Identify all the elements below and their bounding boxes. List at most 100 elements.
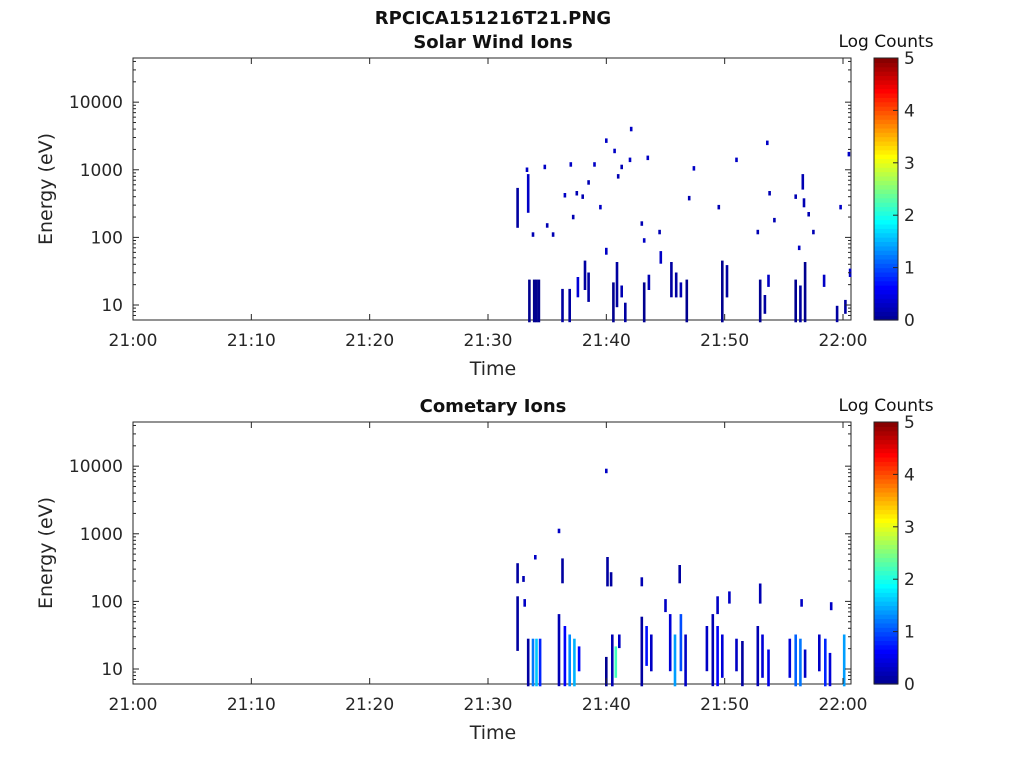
colorbar-segment [874,197,898,203]
colorbar-segment [874,154,898,160]
data-cell [803,262,807,323]
data-cell [794,194,797,199]
data-cell [615,262,619,308]
solar-wind-y-axis-label: Energy (eV) [35,133,57,245]
data-cell [577,646,581,672]
colorbar-segment [874,254,898,260]
data-cell [756,229,760,235]
x-tick-label: 22:00 [819,695,868,715]
data-cell [612,282,615,323]
data-cell [705,626,709,672]
solar-wind-panel: Solar Wind Ions Log Counts Time Energy (… [35,32,934,380]
data-cell [583,260,587,290]
colorbar-segment [874,631,898,637]
data-cell [687,195,691,201]
colorbar-segment [874,544,898,550]
colorbar-segment [874,504,898,510]
data-cell [679,282,683,298]
data-cell [516,187,519,228]
colorbar-segment [874,561,898,567]
data-cell [581,194,584,199]
colorbar-segment [874,491,898,497]
colorbar-segment [874,435,898,441]
colorbar-segment [874,92,898,98]
colorbar-tick-label: 0 [904,311,915,331]
data-cell [758,583,762,604]
data-cell [535,279,538,323]
colorbar-segment [874,267,898,273]
data-cell [735,638,738,672]
colorbar-segment [874,487,898,493]
data-cell [563,193,567,198]
data-cell [721,260,724,323]
x-tick-label: 21:40 [582,331,631,351]
colorbar-segment [874,522,898,528]
data-cell [670,262,673,298]
data-cell [842,634,846,687]
plot-area [132,421,852,685]
data-cell [664,599,667,613]
cometary-y-axis-label: Energy (eV) [35,497,57,609]
data-cell [531,232,535,237]
data-cell [803,649,807,678]
colorbar-segment [874,79,898,85]
data-cell [557,528,561,534]
data-cell [642,238,646,243]
data-cell [593,162,596,167]
data-cell [684,634,687,687]
colorbar-segment [874,232,898,238]
data-cell [618,634,621,649]
colorbar-segment [874,114,898,120]
colorbar-segment [874,158,898,164]
data-cell [711,614,715,687]
x-tick-label: 21:50 [700,331,749,351]
solar-wind-colorbar-label: Log Counts [838,32,933,52]
y-tick-label: 10000 [69,93,123,113]
colorbar-segment [874,670,898,676]
figure-title: RPCICA151216T21.PNG [375,8,611,29]
data-cell [659,251,663,264]
colorbar-segment [874,539,898,545]
x-tick-label: 21:40 [582,695,631,715]
data-cell [620,164,623,170]
data-cell [605,247,608,255]
data-cell [613,148,616,154]
colorbar-segment [874,140,898,146]
x-tick-label: 21:20 [345,695,394,715]
data-cell [531,638,535,687]
data-cell [767,649,770,687]
data-cell [561,288,564,323]
data-cell [573,638,576,687]
data-cell [721,634,724,678]
colorbar-segment [874,478,898,484]
plot-area [132,57,852,321]
solar-wind-title: Solar Wind Ions [413,32,572,53]
colorbar-segment [874,136,898,142]
colorbar-segment [874,531,898,537]
x-tick-label: 22:00 [819,331,868,351]
data-cell [646,155,650,161]
data-cell [575,191,579,196]
y-tick-label: 10 [101,296,123,316]
colorbar-segment [874,535,898,541]
colorbar-tick-label: 5 [904,413,915,433]
data-cell [537,279,541,323]
colorbar-segment [874,71,898,77]
colorbar-segment [874,127,898,133]
colorbar-segment [874,422,898,427]
data-cell [658,229,661,235]
colorbar-segment [874,627,898,633]
data-cell [568,288,571,323]
colorbar-segment [874,271,898,277]
colorbar-segment [874,635,898,641]
y-tick-label: 10 [101,660,123,680]
colorbar-segment [874,570,898,576]
x-tick-label: 21:00 [109,695,158,715]
data-cell [605,468,608,474]
data-cell [716,596,719,615]
colorbar-segment [874,293,898,299]
data-cell [812,229,815,235]
colorbar-segment [874,206,898,212]
colorbar-segment [874,622,898,628]
colorbar-segment [874,298,898,304]
